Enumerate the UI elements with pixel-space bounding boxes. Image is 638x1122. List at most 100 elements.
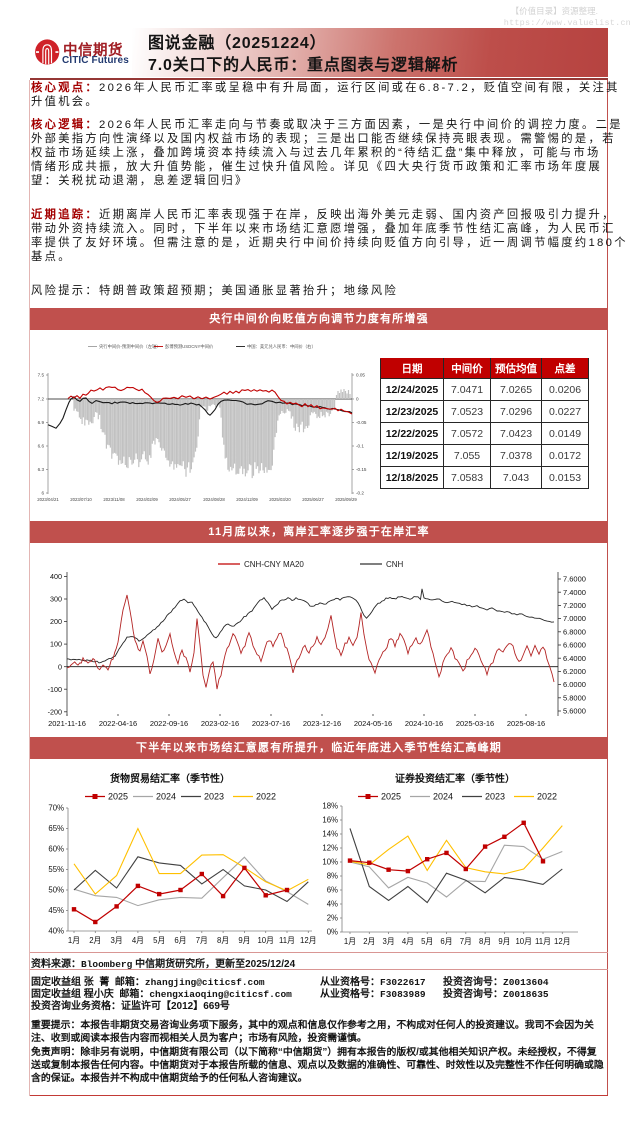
- svg-text:CNH: CNH: [386, 560, 404, 569]
- svg-text:-0.1: -0.1: [356, 444, 364, 449]
- svg-text:6月: 6月: [174, 936, 186, 945]
- svg-text:2月: 2月: [89, 936, 101, 945]
- svg-text:11月: 11月: [279, 936, 295, 945]
- svg-text:7.2: 7.2: [38, 397, 45, 402]
- svg-text:2024: 2024: [156, 792, 176, 802]
- svg-text:2024-10-16: 2024-10-16: [405, 719, 443, 728]
- svg-text:4%: 4%: [327, 900, 338, 909]
- svg-text:-0.15: -0.15: [356, 467, 367, 472]
- svg-text:2024/12/09: 2024/12/09: [236, 497, 258, 502]
- svg-text:6.9: 6.9: [38, 420, 45, 425]
- svg-text:2023-12-16: 2023-12-16: [303, 719, 341, 728]
- svg-text:2025/09/29: 2025/09/29: [335, 497, 357, 502]
- svg-text:2025/03/20: 2025/03/20: [269, 497, 291, 502]
- svg-text:2024-05-16: 2024-05-16: [354, 719, 392, 728]
- svg-text:2023/04/21: 2023/04/21: [37, 497, 59, 502]
- svg-text:货物贸易结汇率（季节性）: 货物贸易结汇率（季节性）: [110, 772, 230, 785]
- svg-text:5月: 5月: [153, 936, 165, 945]
- svg-text:7.5: 7.5: [38, 373, 45, 378]
- svg-text:40%: 40%: [48, 927, 64, 936]
- svg-text:0: 0: [58, 662, 62, 671]
- svg-text:1月: 1月: [68, 936, 80, 945]
- svg-text:2022-04-16: 2022-04-16: [99, 719, 137, 728]
- svg-text:CNH-CNY MA20: CNH-CNY MA20: [244, 560, 304, 569]
- svg-text:300: 300: [50, 595, 62, 604]
- svg-text:-0.2: -0.2: [356, 491, 364, 496]
- svg-text:2024/02/09: 2024/02/09: [136, 497, 158, 502]
- svg-text:2025/06/27: 2025/06/27: [302, 497, 324, 502]
- svg-text:6月: 6月: [440, 937, 452, 946]
- svg-text:2025: 2025: [381, 792, 401, 802]
- svg-text:2023-02-16: 2023-02-16: [201, 719, 239, 728]
- svg-text:400: 400: [50, 572, 62, 581]
- svg-text:7.4000: 7.4000: [563, 588, 586, 597]
- svg-text:9月: 9月: [498, 937, 510, 946]
- svg-text:2023/07/10: 2023/07/10: [70, 497, 92, 502]
- svg-text:7.0000: 7.0000: [563, 614, 586, 623]
- svg-text:3月: 3月: [383, 937, 395, 946]
- svg-text:6.0000: 6.0000: [563, 680, 586, 689]
- svg-text:4月: 4月: [132, 936, 144, 945]
- svg-text:2%: 2%: [327, 914, 338, 923]
- svg-text:6.6000: 6.6000: [563, 641, 586, 650]
- svg-text:45%: 45%: [48, 906, 64, 915]
- svg-text:10月: 10月: [257, 936, 273, 945]
- svg-text:6.6: 6.6: [38, 444, 45, 449]
- svg-text:-200: -200: [48, 707, 62, 716]
- svg-text:2023-07-16: 2023-07-16: [252, 719, 290, 728]
- svg-text:2022: 2022: [537, 792, 557, 802]
- svg-text:-0.05: -0.05: [356, 420, 367, 425]
- svg-text:中国：美元兑人民币：中间价（右）: 中国：美元兑人民币：中间价（右）: [247, 343, 316, 350]
- svg-text:2021-11-16: 2021-11-16: [48, 719, 86, 728]
- svg-text:证券投资结汇率（季节性）: 证券投资结汇率（季节性）: [395, 772, 515, 785]
- svg-text:12%: 12%: [322, 844, 338, 853]
- svg-text:16%: 16%: [322, 816, 338, 825]
- svg-text:4月: 4月: [402, 937, 414, 946]
- svg-text:18%: 18%: [322, 802, 338, 811]
- svg-text:7.2000: 7.2000: [563, 601, 586, 610]
- svg-text:5.6000: 5.6000: [563, 707, 586, 716]
- svg-text:7月: 7月: [460, 937, 472, 946]
- svg-text:2022-09-16: 2022-09-16: [150, 719, 188, 728]
- svg-text:0.05: 0.05: [356, 373, 365, 378]
- svg-text:60%: 60%: [48, 845, 64, 854]
- svg-text:5.8000: 5.8000: [563, 693, 586, 702]
- svg-text:50%: 50%: [48, 886, 64, 895]
- svg-text:6.3: 6.3: [38, 467, 45, 472]
- svg-text:2024/08/28: 2024/08/28: [203, 497, 225, 502]
- svg-text:12月: 12月: [300, 936, 316, 945]
- svg-text:8月: 8月: [479, 937, 491, 946]
- svg-text:3月: 3月: [111, 936, 123, 945]
- svg-text:2024/05/27: 2024/05/27: [169, 497, 191, 502]
- svg-text:6%: 6%: [327, 886, 338, 895]
- svg-text:11月: 11月: [535, 937, 551, 946]
- svg-text:-100: -100: [48, 685, 62, 694]
- svg-text:55%: 55%: [48, 865, 64, 874]
- svg-text:6.2000: 6.2000: [563, 667, 586, 676]
- svg-text:9月: 9月: [238, 936, 250, 945]
- svg-text:2025-03-16: 2025-03-16: [456, 719, 494, 728]
- svg-text:2025: 2025: [108, 792, 128, 802]
- svg-text:2023: 2023: [204, 792, 224, 802]
- svg-text:彭博预测USDCNY中间价: 彭博预测USDCNY中间价: [165, 343, 214, 350]
- svg-text:2023/11/08: 2023/11/08: [103, 497, 125, 502]
- svg-text:2024: 2024: [433, 792, 453, 802]
- svg-text:10月: 10月: [515, 937, 531, 946]
- svg-text:6.8000: 6.8000: [563, 627, 586, 636]
- svg-text:12月: 12月: [554, 937, 570, 946]
- svg-text:2025-08-16: 2025-08-16: [507, 719, 545, 728]
- svg-text:8%: 8%: [327, 872, 338, 881]
- svg-text:100: 100: [50, 640, 62, 649]
- svg-text:2月: 2月: [363, 937, 375, 946]
- svg-text:8月: 8月: [217, 936, 229, 945]
- svg-text:70%: 70%: [48, 804, 64, 813]
- svg-text:7.6000: 7.6000: [563, 575, 586, 584]
- svg-text:央行中间价-预测中间价（左轴）: 央行中间价-预测中间价（左轴）: [99, 343, 161, 350]
- svg-text:0%: 0%: [327, 928, 338, 937]
- svg-text:200: 200: [50, 617, 62, 626]
- svg-text:2023: 2023: [485, 792, 505, 802]
- svg-text:7月: 7月: [196, 936, 208, 945]
- svg-text:14%: 14%: [322, 830, 338, 839]
- svg-text:1月: 1月: [344, 937, 356, 946]
- svg-text:2022: 2022: [256, 792, 276, 802]
